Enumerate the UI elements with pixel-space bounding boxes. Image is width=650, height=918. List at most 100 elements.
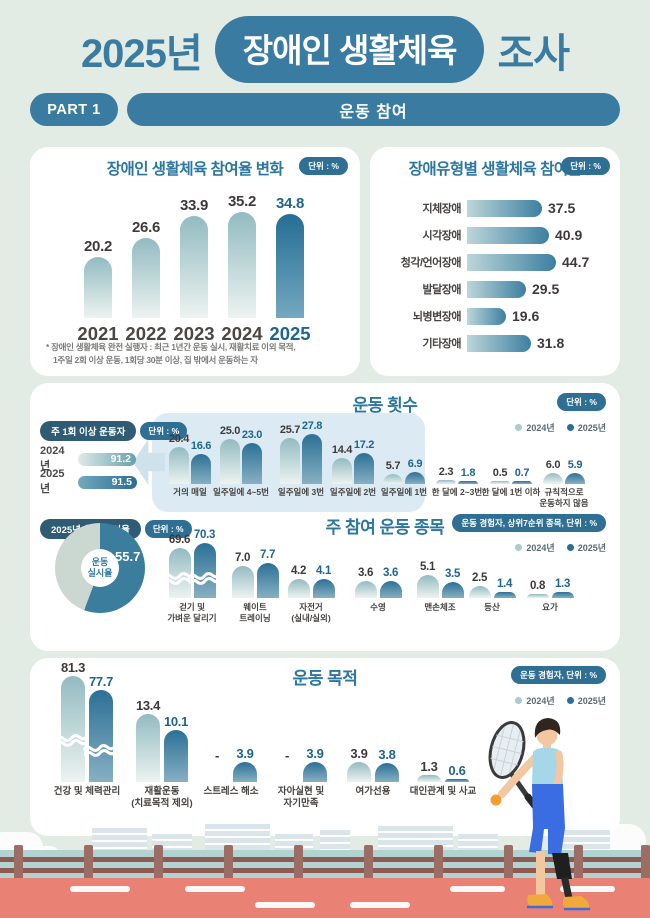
axis-break-wave xyxy=(186,570,222,592)
bar-2024년 xyxy=(526,594,549,598)
bar-2024년 xyxy=(287,579,310,598)
value-label: 0.5 xyxy=(492,467,508,479)
header-suffix: 조사 xyxy=(497,31,570,76)
category-label: 2022 xyxy=(125,323,167,344)
row-bar xyxy=(467,253,556,271)
value-label: 23.0 xyxy=(241,429,263,441)
fence-rail xyxy=(0,868,650,873)
value-label: 1.4 xyxy=(496,577,513,590)
weekly-badge-row: 주 1회 이상 운동자 단위 : % xyxy=(40,421,188,441)
athlete-body xyxy=(490,718,590,911)
bar-2025년 xyxy=(405,472,425,484)
bar-2024년 xyxy=(231,566,254,598)
value-label: 7.7 xyxy=(259,548,276,561)
value-label: 33.9 xyxy=(180,197,208,214)
legend-dot-icon xyxy=(515,544,523,551)
row-label: 뇌병변장애 xyxy=(412,311,462,323)
bar-2024년 xyxy=(490,481,510,484)
tennis-ball-icon xyxy=(490,794,502,806)
track-dash xyxy=(450,886,505,892)
donut-unit-badge: 단위 : % xyxy=(144,520,192,538)
row-bar xyxy=(467,280,526,298)
row-value: 19.6 xyxy=(512,308,540,324)
row-value: 31.8 xyxy=(537,335,565,351)
value-label: 26.6 xyxy=(132,219,160,236)
trend-title: 장애인 생활체육 참여율 변화 xyxy=(106,161,284,178)
legend-label: 2024년 xyxy=(526,543,555,553)
fence-post xyxy=(224,845,233,890)
category-label: 자아실현 및 자기만족 xyxy=(277,786,325,809)
bytype-unit-badge: 단위 : % xyxy=(561,157,610,175)
trend-bar xyxy=(228,212,256,318)
value-label: 5.1 xyxy=(419,560,436,573)
category-label: 2024 xyxy=(221,323,263,344)
fence-post xyxy=(84,845,93,890)
sports-badge: 운동 경험자, 상위7순위 종목, 단위 : % xyxy=(452,514,606,532)
card-by-disability-type: 장애유형별 생활체육 참여율 단위 : % 지체장애 37.5 시각장애 40.9 청각… xyxy=(370,147,620,376)
value-label: 81.3 xyxy=(60,660,86,675)
bar-2025년 xyxy=(512,481,532,484)
category-label: 요가 xyxy=(542,602,558,612)
trend-bar xyxy=(84,257,112,318)
legend-dot-icon xyxy=(515,697,523,704)
track-dash xyxy=(350,902,410,908)
table-row: 기타장애 31.8 xyxy=(370,333,620,353)
bar-2025년 xyxy=(312,579,335,598)
bar-2025년 xyxy=(458,481,478,484)
bar-2024년 xyxy=(61,676,85,782)
row-value: 40.9 xyxy=(555,227,583,243)
value-label: 13.4 xyxy=(135,698,161,713)
category-label: 수영 xyxy=(370,602,386,612)
value-label: 3.9 xyxy=(236,746,254,761)
value-label: 17.2 xyxy=(353,439,375,451)
value-label: 69.6 xyxy=(168,533,191,546)
frequency-title: 운동 횟수 xyxy=(352,396,418,415)
athlete-illustration xyxy=(488,718,590,911)
header-year: 2025년 xyxy=(80,31,203,76)
category-label: 건강 및 체력관리 xyxy=(53,786,121,797)
value-label: 1.8 xyxy=(460,467,476,479)
bar-2025년 xyxy=(551,592,574,598)
value-label: 16.6 xyxy=(190,440,212,452)
axis-break-wave xyxy=(54,732,90,754)
category-label: 2023 xyxy=(173,323,215,344)
weekly-row-label: 2024년 xyxy=(40,445,65,472)
value-label: 77.7 xyxy=(88,674,114,689)
row-bar xyxy=(467,199,542,217)
bar-2025년 xyxy=(445,779,469,782)
frequency-unit-badge: 단위 : % xyxy=(557,393,606,411)
weekly-row-2025: 2025년 91.5 xyxy=(40,468,137,496)
value-label: 3.9 xyxy=(306,746,324,761)
category-label: 등산 xyxy=(484,602,500,612)
legend-item: 2025년 xyxy=(566,421,606,434)
value-label: 35.2 xyxy=(228,193,256,210)
fence-post xyxy=(641,845,650,890)
fence-post xyxy=(294,845,303,890)
prosthetic-leg xyxy=(552,853,572,879)
category-label: 일주일에 2번 xyxy=(329,487,377,497)
bar-2025년 xyxy=(191,454,211,484)
value-label: 25.0 xyxy=(219,425,241,437)
track-dash xyxy=(255,902,315,908)
bar-2025년 xyxy=(256,563,279,598)
header-title-pill: 장애인 생활체육 xyxy=(214,16,485,83)
weekly-row-label: 2025년 xyxy=(40,468,65,495)
value-label: - xyxy=(284,748,290,763)
value-label: - xyxy=(214,748,220,763)
value-label: 5.9 xyxy=(567,459,583,471)
bar-2025년 xyxy=(242,443,262,484)
fence-post xyxy=(14,845,23,890)
category-label: 자전거 (실내/실외) xyxy=(291,602,331,623)
value-label: 3.9 xyxy=(350,746,368,761)
row-label: 발달장애 xyxy=(422,284,462,296)
value-label: 70.3 xyxy=(193,528,216,541)
bar-2024년 xyxy=(417,775,441,782)
fence-post xyxy=(154,845,163,890)
donut-center-label: 운동 실시율 xyxy=(81,549,119,587)
bar-2025년 xyxy=(379,581,402,598)
table-row: 시각장애 40.9 xyxy=(370,225,620,245)
bar-2025년 xyxy=(441,582,464,598)
bar-2025년 xyxy=(302,434,322,484)
bar-2024년 xyxy=(220,439,240,484)
